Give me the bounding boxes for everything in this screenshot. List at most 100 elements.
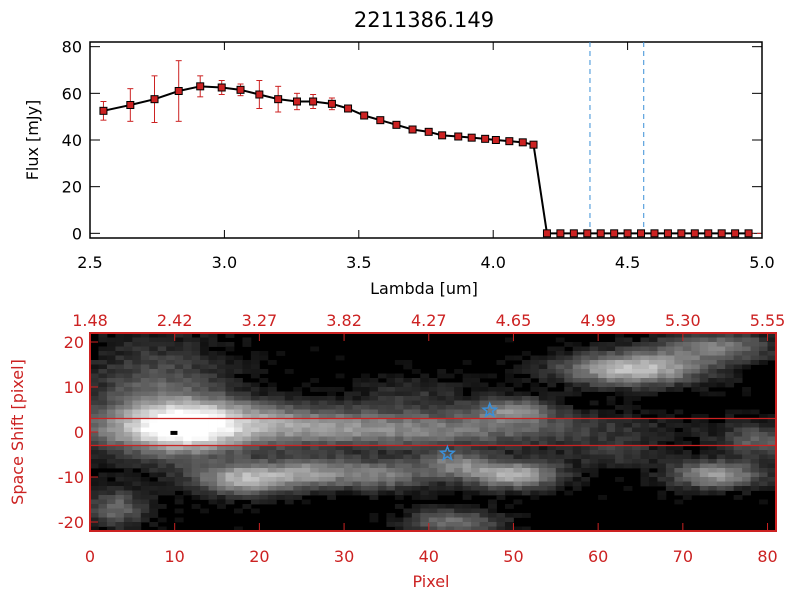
image-pixel	[623, 369, 633, 374]
image-pixel	[361, 423, 370, 428]
image-pixel	[674, 463, 684, 469]
image-pixel	[767, 418, 777, 424]
image-pixel	[750, 454, 760, 460]
image-pixel	[98, 387, 108, 392]
image-pixel	[225, 436, 235, 442]
image-pixel	[504, 337, 514, 343]
image-pixel	[293, 445, 303, 451]
image-pixel	[191, 396, 201, 401]
image-pixel	[250, 463, 260, 469]
image-pixel	[98, 436, 108, 442]
image-pixel	[344, 459, 353, 464]
data-point	[583, 229, 592, 238]
image-pixel	[90, 481, 99, 487]
image-pixel	[140, 436, 150, 442]
image-pixel	[708, 378, 718, 383]
image-pixel	[242, 454, 252, 460]
image-pixel	[759, 441, 768, 446]
image-pixel	[106, 369, 116, 374]
image-pixel	[90, 513, 99, 518]
image-pixel	[598, 445, 608, 451]
image-pixel	[623, 382, 633, 388]
image-pixel	[665, 427, 675, 433]
image-pixel	[725, 423, 735, 428]
image-pixel	[623, 436, 633, 442]
image-pixel	[115, 369, 125, 374]
image-pixel	[242, 405, 252, 410]
image-pixel	[691, 333, 701, 338]
image-pixel	[174, 337, 184, 343]
image-pixel	[471, 396, 480, 401]
image-pixel	[157, 481, 167, 487]
data-point	[392, 120, 401, 129]
image-pixel	[403, 436, 413, 442]
image-pixel	[200, 400, 209, 406]
image-pixel	[191, 409, 201, 415]
image-pixel	[140, 481, 150, 487]
image-pixel	[208, 396, 218, 401]
image-pixel	[259, 472, 269, 478]
image-pixel	[335, 432, 345, 437]
image-pixel	[640, 369, 650, 374]
image-pixel	[217, 351, 226, 356]
image-pixel	[420, 504, 430, 509]
image-pixel	[759, 418, 768, 424]
image-pixel	[699, 418, 709, 424]
image-pixel	[369, 409, 379, 415]
data-point	[650, 229, 659, 238]
image-pixel	[115, 342, 125, 347]
image-pixel	[140, 423, 150, 428]
image-pixel	[267, 405, 277, 410]
data-point	[596, 229, 605, 238]
data-point	[677, 229, 686, 238]
image-pixel	[648, 342, 658, 347]
image-pixel	[140, 445, 150, 451]
image-pixel	[344, 450, 353, 455]
image-pixel	[217, 441, 226, 446]
image-pixel	[301, 432, 311, 437]
image-pixel	[479, 423, 489, 428]
image-pixel	[90, 427, 99, 433]
image-pixel	[361, 414, 370, 419]
image-pixel	[420, 387, 430, 392]
image-pixel	[403, 409, 413, 415]
image-pixel	[174, 382, 184, 388]
image-pixel	[716, 441, 726, 446]
image-pixel	[725, 382, 735, 388]
image-pixel	[361, 391, 370, 397]
image-pixel	[250, 508, 260, 514]
image-pixel	[140, 405, 150, 410]
image-pixel	[699, 414, 709, 419]
image-pixel	[157, 463, 167, 469]
image-pixel	[267, 499, 277, 505]
image-pixel	[183, 423, 193, 428]
image-pixel	[267, 468, 277, 473]
image-pixel	[428, 490, 438, 496]
image-pixel	[521, 450, 531, 455]
image-pixel	[123, 499, 133, 505]
image-pixel	[276, 450, 286, 455]
image-pixel	[233, 495, 243, 500]
image-pixel	[513, 436, 523, 442]
image-pixel	[716, 454, 726, 460]
image-pixel	[140, 463, 150, 469]
image-pixel	[250, 468, 260, 473]
image-pixel	[615, 414, 624, 419]
image-pixel	[149, 472, 159, 478]
image-pixel	[615, 373, 624, 379]
image-pixel	[225, 450, 235, 455]
image-pixel	[538, 423, 548, 428]
image-pixel	[632, 391, 641, 397]
image-pixel	[648, 477, 658, 482]
image-pixel	[149, 459, 159, 464]
image-pixel	[106, 526, 116, 532]
image-pixel	[699, 436, 709, 442]
image-pixel	[191, 414, 201, 419]
image-pixel	[547, 454, 557, 460]
image-pixel	[310, 432, 320, 437]
image-pixel	[259, 445, 269, 451]
image-pixel	[293, 441, 303, 446]
image-pixel	[437, 405, 447, 410]
image-pixel	[403, 396, 413, 401]
image-pixel	[708, 351, 718, 356]
